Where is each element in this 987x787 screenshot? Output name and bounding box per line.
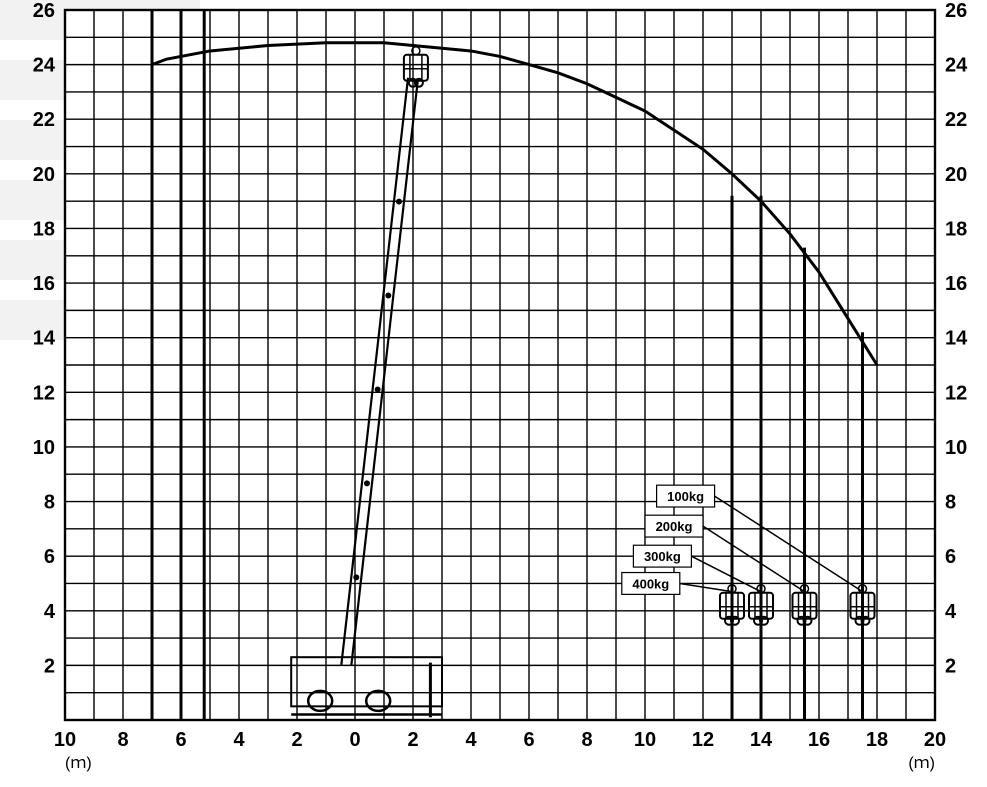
x-tick: 8 [117, 729, 128, 751]
y-tick-left: 10 [33, 437, 55, 459]
y-tick-left: 8 [44, 492, 55, 514]
y-tick-left: 14 [33, 328, 56, 350]
x-tick: 20 [924, 729, 946, 751]
x-tick: 10 [54, 729, 76, 751]
x-tick: 14 [750, 729, 773, 751]
x-tick: 0 [349, 729, 360, 751]
y-tick-left: 2 [44, 655, 55, 677]
x-tick: 6 [175, 729, 186, 751]
y-tick-right: 6 [945, 546, 956, 568]
y-tick-right: 2 [945, 655, 956, 677]
y-tick-right: 8 [945, 492, 956, 514]
x-tick: 2 [291, 729, 302, 751]
y-tick-right: 10 [945, 437, 967, 459]
y-tick-left: 16 [33, 273, 55, 295]
y-tick-left: 24 [33, 55, 56, 77]
x-tick: 10 [634, 729, 656, 751]
x-tick: 6 [523, 729, 534, 751]
y-tick-left: 4 [44, 601, 56, 623]
capacity-label-text: 100kg [667, 489, 704, 504]
x-tick: 4 [465, 729, 477, 751]
y-tick-left: 20 [33, 164, 55, 186]
y-tick-right: 20 [945, 164, 967, 186]
x-tick: 16 [808, 729, 830, 751]
x-tick: 18 [866, 729, 888, 751]
x-unit-left: (ｍ) [65, 755, 92, 772]
y-tick-right: 12 [945, 382, 967, 404]
x-unit-right: (ｍ) [908, 755, 935, 772]
y-tick-left: 22 [33, 109, 55, 131]
x-tick: 8 [581, 729, 592, 751]
y-tick-right: 14 [945, 328, 968, 350]
y-tick-right: 4 [945, 601, 957, 623]
y-tick-right: 22 [945, 109, 967, 131]
y-tick-right: 24 [945, 55, 968, 77]
y-tick-left: 6 [44, 546, 55, 568]
y-tick-left: 26 [33, 0, 55, 22]
reach-diagram: 100kg200kg300kg400kg22446688101012121414… [0, 0, 987, 787]
capacity-label-text: 200kg [656, 519, 693, 534]
capacity-label-text: 300kg [644, 549, 681, 564]
y-tick-left: 12 [33, 382, 55, 404]
x-tick: 2 [407, 729, 418, 751]
y-tick-right: 26 [945, 0, 967, 22]
y-tick-left: 18 [33, 218, 55, 240]
x-tick: 12 [692, 729, 714, 751]
x-tick: 4 [233, 729, 245, 751]
capacity-label-text: 400kg [632, 576, 669, 591]
y-tick-right: 18 [945, 218, 967, 240]
y-tick-right: 16 [945, 273, 967, 295]
